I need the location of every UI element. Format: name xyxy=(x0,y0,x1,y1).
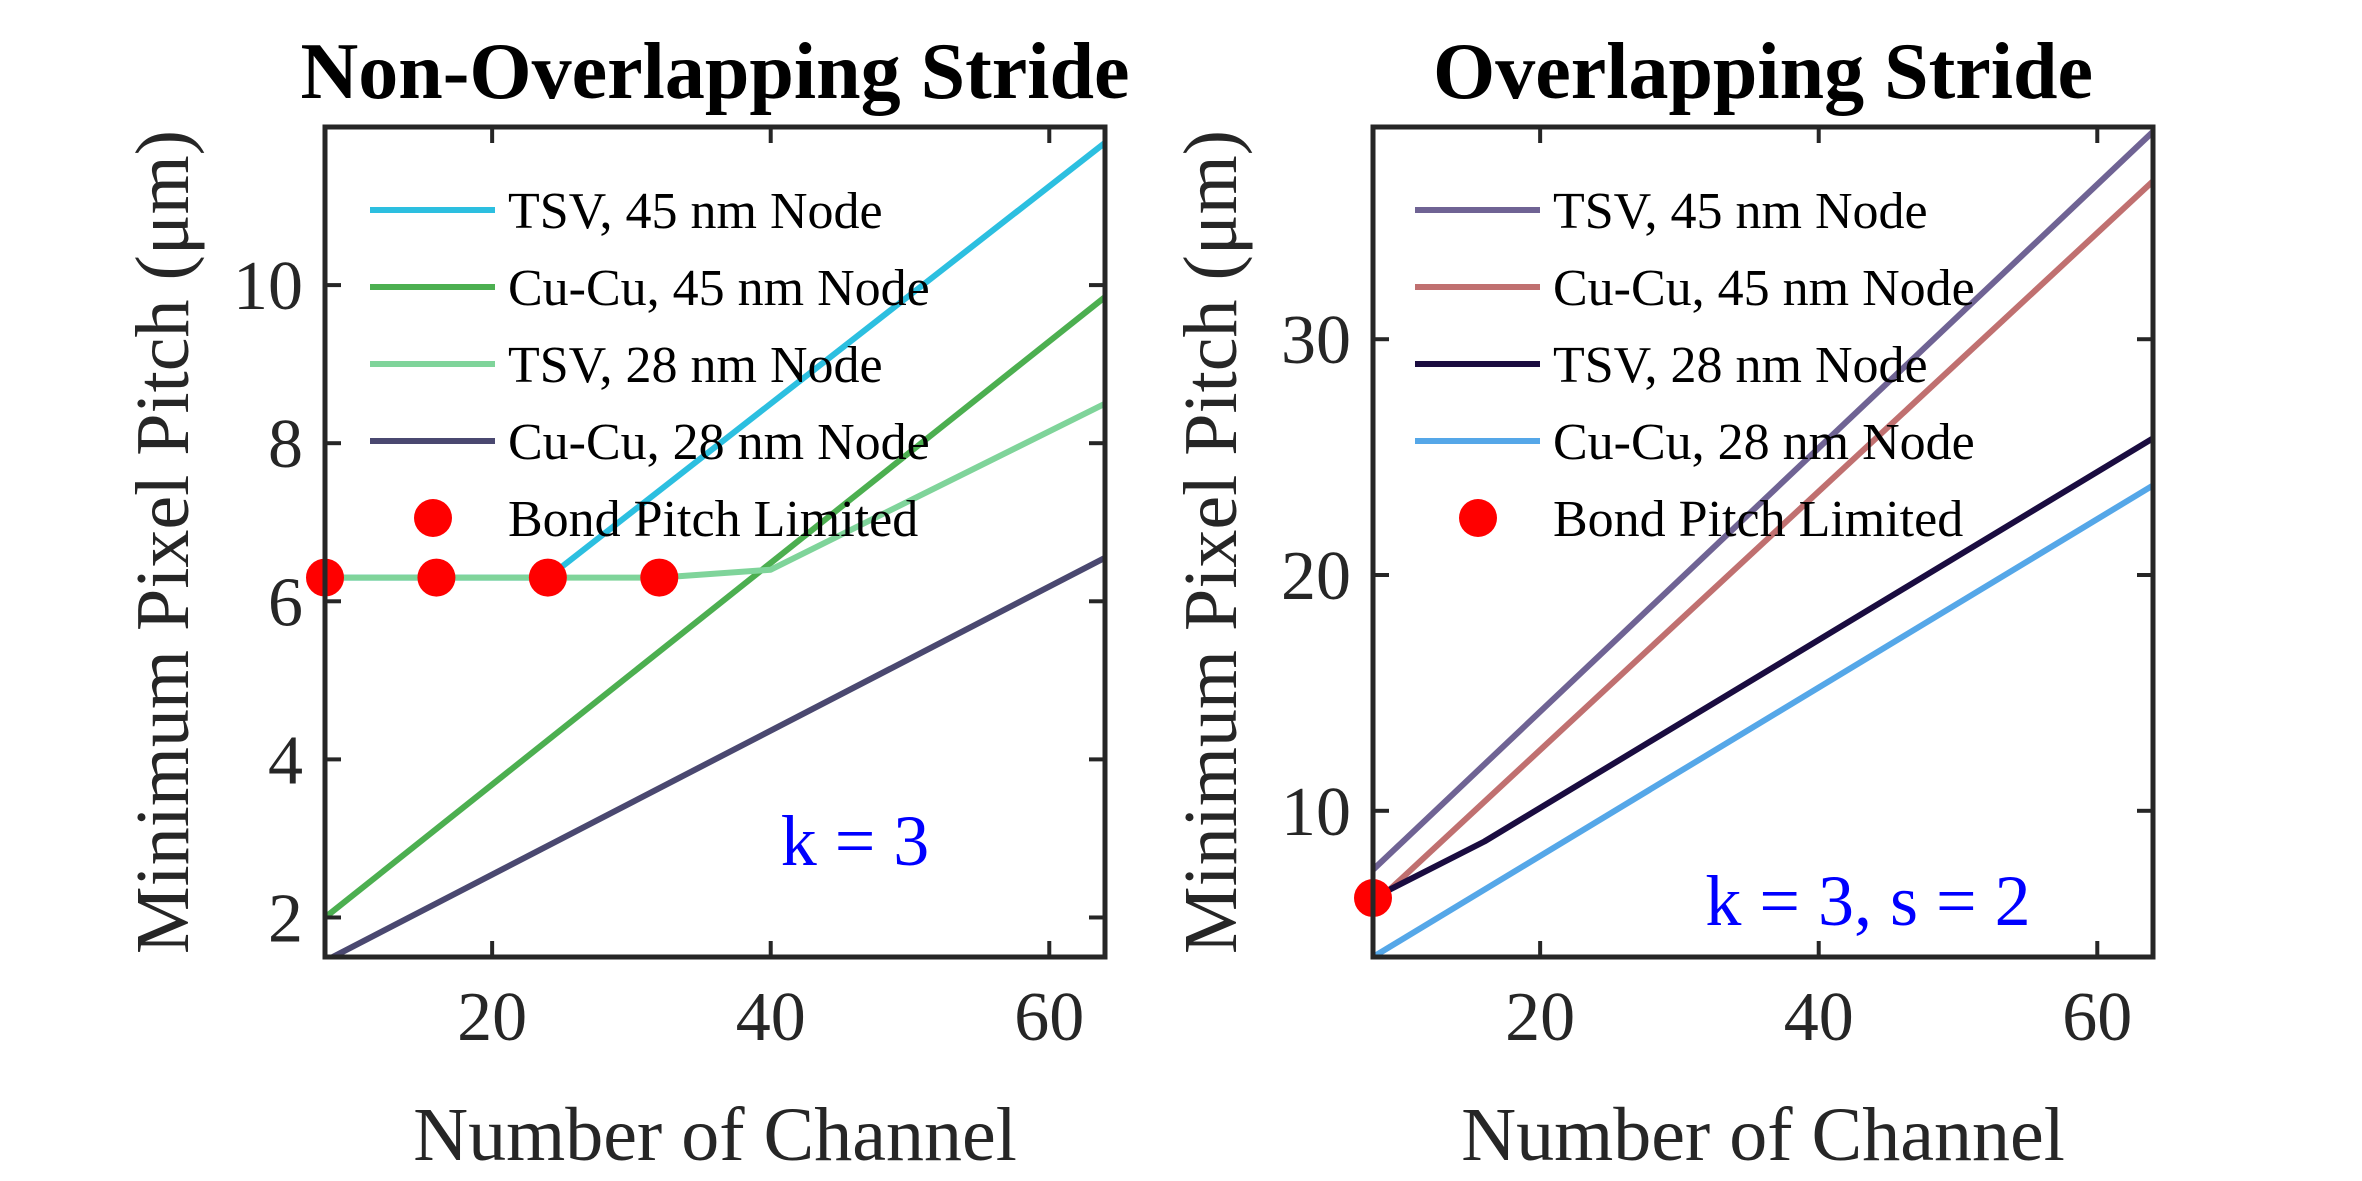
annotation-left: k = 3 xyxy=(781,801,930,881)
legend-right: TSV, 45 nm Node Cu-Cu, 45 nm Node TSV, 2… xyxy=(1415,183,1975,548)
legend-left: TSV, 45 nm Node Cu-Cu, 45 nm Node TSV, 2… xyxy=(370,183,930,548)
legend-label-tsv-45: TSV, 45 nm Node xyxy=(1553,183,1928,240)
x-tick-label: 60 xyxy=(2062,979,2132,1056)
x-tick-label: 60 xyxy=(1014,979,1084,1056)
x-tick-label: 20 xyxy=(457,979,527,1056)
x-tick-label: 40 xyxy=(736,979,806,1056)
panel-non-overlapping: 20 40 60 2 4 6 8 10 Non-Overlapping Stride Numb… xyxy=(121,28,1129,1177)
panel-0-ticks: 20 40 60 2 4 6 8 10 xyxy=(233,127,1105,1056)
legend-label-tsv-28: TSV, 28 nm Node xyxy=(508,337,883,394)
x-tick-label: 20 xyxy=(1505,979,1575,1056)
y-tick-label: 4 xyxy=(268,722,303,799)
y-tick-label: 30 xyxy=(1281,302,1351,379)
y-tick-label: 10 xyxy=(1281,774,1351,851)
series-line-cu-cu-28-nm-node xyxy=(1373,482,2153,957)
plot-frame-right xyxy=(1370,124,2156,960)
series-line-cu-cu-28-nm-node xyxy=(326,555,1105,957)
x-tick-label: 40 xyxy=(1784,979,1854,1056)
series-line-tsv-45-nm-node xyxy=(1373,129,2153,872)
legend-label-bond-pitch: Bond Pitch Limited xyxy=(1553,491,1963,548)
series-line-cu-cu-45-nm-node xyxy=(1373,179,2153,908)
chart-title-right: Overlapping Stride xyxy=(1433,28,2093,116)
legend-label-tsv-28: TSV, 28 nm Node xyxy=(1553,337,1928,394)
bond-pitch-marker xyxy=(528,558,567,597)
legend-label-tsv-45: TSV, 45 nm Node xyxy=(508,183,883,240)
series-line-tsv-28-nm-node xyxy=(1373,435,2153,901)
bond-pitch-marker xyxy=(417,558,456,597)
y-tick-label: 10 xyxy=(233,248,303,325)
chart-title-left: Non-Overlapping Stride xyxy=(301,28,1130,116)
y-tick-label: 20 xyxy=(1281,538,1351,615)
panel-0-markers xyxy=(306,558,679,597)
panel-1-ticks: 20 40 60 10 20 30 xyxy=(1281,127,2153,1056)
legend-label-bond-pitch: Bond Pitch Limited xyxy=(508,491,918,548)
legend-label-cucu-28: Cu-Cu, 28 nm Node xyxy=(508,414,930,471)
annotation-right: k = 3, s = 2 xyxy=(1705,861,2030,941)
y-axis-label-left: Minimum Pixel Pitch (μm) xyxy=(121,130,205,954)
legend-marker-bond-pitch xyxy=(414,499,452,537)
y-tick-label: 2 xyxy=(268,880,303,957)
x-axis-label-right: Number of Channel xyxy=(1461,1093,2065,1177)
legend-label-cucu-45: Cu-Cu, 45 nm Node xyxy=(508,260,930,317)
panel-1-lines xyxy=(1373,129,2153,957)
y-axis-label-right: Minimum Pixel Pitch (μm) xyxy=(1169,130,1253,954)
panel-overlapping: 20 40 60 10 20 30 Overlapping Stride Number o… xyxy=(1169,28,2156,1177)
series-line-cu-cu-45-nm-node xyxy=(325,294,1105,920)
plot-frame-left xyxy=(322,124,1108,960)
x-axis-label-left: Number of Channel xyxy=(413,1093,1017,1177)
y-tick-label: 8 xyxy=(268,406,303,483)
legend-label-cucu-28: Cu-Cu, 28 nm Node xyxy=(1553,414,1975,471)
bond-pitch-marker xyxy=(640,558,679,597)
y-tick-label: 6 xyxy=(268,564,303,641)
legend-label-cucu-45: Cu-Cu, 45 nm Node xyxy=(1553,260,1975,317)
legend-marker-bond-pitch xyxy=(1459,499,1497,537)
